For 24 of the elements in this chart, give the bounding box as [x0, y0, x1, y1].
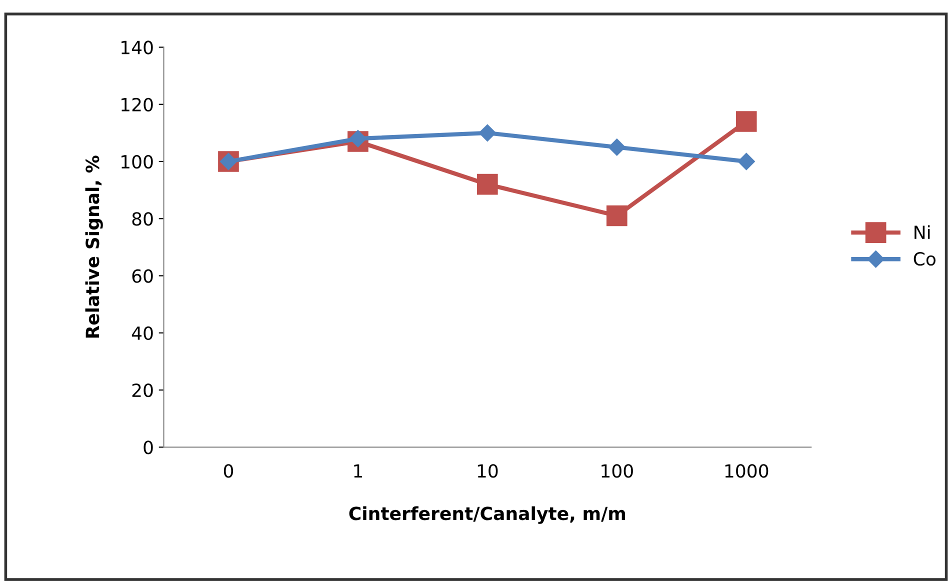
- y-tick-label: 140: [122, 40, 153, 54]
- legend-label: Co: [914, 252, 936, 266]
- y-tick-label: 80: [132, 212, 153, 226]
- point: [478, 124, 496, 142]
- x-tick-label: 1000: [725, 464, 768, 478]
- x-tick-label: 10: [478, 464, 498, 478]
- point: [606, 205, 628, 226]
- y-tick-label: 0: [144, 440, 153, 454]
- y-tick-label: 60: [132, 269, 153, 283]
- point: [736, 111, 757, 132]
- y-tick-label: 40: [132, 326, 153, 340]
- point: [738, 152, 755, 170]
- y-tick-label: 120: [122, 98, 153, 112]
- x-axis-title: Cinterferent/Canalyte, m/m: [349, 506, 626, 524]
- point: [608, 138, 626, 156]
- y-axis-title: Relative Signal, %: [85, 156, 103, 338]
- legend-label: Ni: [914, 225, 930, 239]
- x-tick-label: 100: [602, 464, 633, 478]
- y-tick-label: 20: [132, 383, 153, 398]
- x-tick-label: 0: [224, 464, 234, 478]
- x-tick-label: 1: [354, 464, 362, 478]
- point: [477, 174, 498, 195]
- y-tick-label: 100: [122, 154, 153, 169]
- point: [349, 130, 367, 148]
